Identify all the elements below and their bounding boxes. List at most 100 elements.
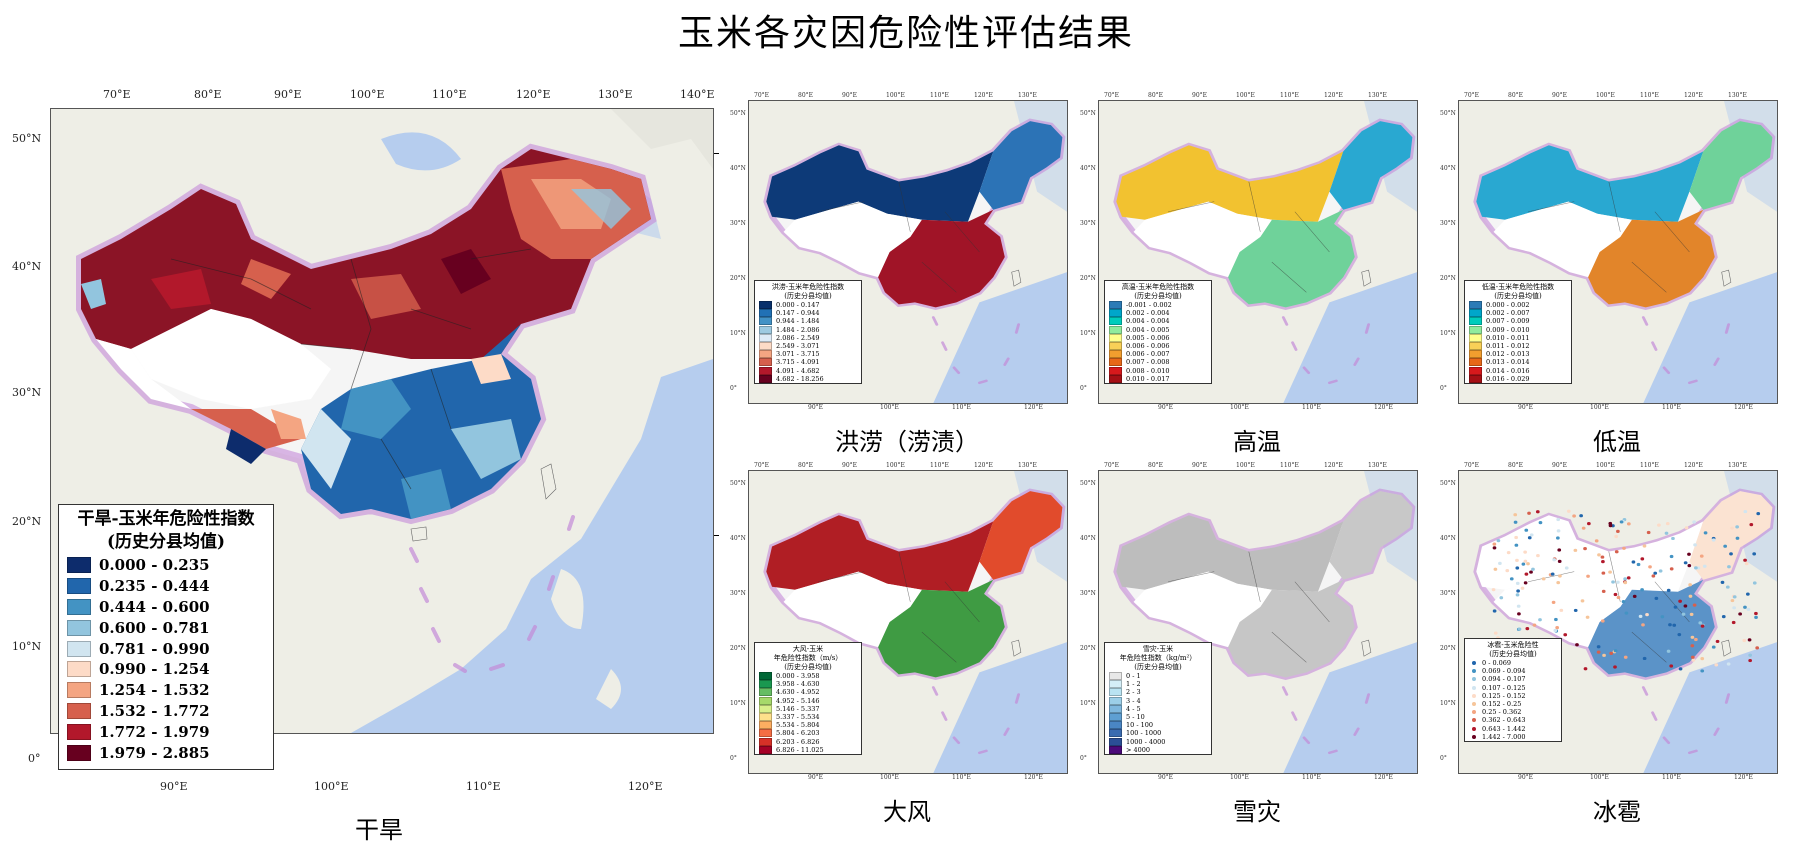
coordinate-tick: 80°E: [1508, 92, 1524, 99]
figure-title: 玉米各灾因危险性评估结果: [677, 13, 1134, 54]
lon-tick-bottom: 100°E: [314, 780, 349, 793]
coordinate-tick: 30°N: [1440, 590, 1456, 597]
legend-dot: [1472, 710, 1476, 715]
legend-subtitle: (历史分县均值): [1134, 292, 1182, 300]
legend-row: 0.069 - 0.094: [1465, 667, 1561, 675]
hail-point: [1730, 526, 1734, 530]
hazard-map-panel-3: 大风-玉米 年危险性指数（m/s） (历史分县均值) 0.000 - 3.958…: [730, 462, 1068, 830]
legend-swatch: [1109, 350, 1122, 359]
coordinate-tick: 70°E: [1104, 92, 1120, 99]
legend-label: 4.682 - 18.256: [776, 374, 824, 383]
coordinate-tick: 30°N: [1440, 220, 1456, 227]
hail-point: [1671, 536, 1675, 541]
legend-row: 0.002 - 0.007: [1465, 309, 1571, 318]
hail-point: [1531, 567, 1535, 571]
hail-point: [1493, 567, 1498, 571]
legend-row: 0.007 - 0.009: [1465, 317, 1571, 326]
legend-label: 0.005 - 0.006: [1126, 333, 1170, 342]
legend-label: 0.007 - 0.009: [1486, 317, 1530, 326]
legend-swatch: [67, 557, 91, 574]
hazard-legend: 大风-玉米 年危险性指数（m/s） (历史分县均值) 0.000 - 3.958…: [754, 642, 862, 755]
legend-label: 2.549 - 3.071: [776, 342, 820, 351]
hail-point: [1640, 557, 1645, 561]
legend-row: 5.534 - 5.804: [755, 721, 861, 730]
legend-swatch: [67, 578, 91, 595]
legend-label: 0.152 - 0.25: [1482, 700, 1522, 709]
legend-row: 0.107 - 0.125: [1465, 684, 1561, 692]
coordinate-tick: 70°E: [1464, 462, 1480, 469]
hail-point: [1687, 552, 1691, 556]
hail-point: [1748, 653, 1752, 657]
legend-row: -0.001 - 0.002: [1105, 301, 1211, 310]
hail-point: [1698, 621, 1703, 625]
hail-point: [1720, 580, 1725, 584]
hazard-map-panel-1: 高温-玉米年危险性指数 (历史分县均值) -0.001 - 0.002 0.002…: [1080, 92, 1418, 460]
legend-row: 0.944 - 1.484: [755, 317, 861, 326]
legend-label: 1 - 2: [1126, 680, 1141, 689]
hail-point: [1611, 580, 1615, 584]
legend-swatch: [759, 301, 772, 310]
hail-point: [1556, 529, 1561, 533]
coordinate-tick: 20°N: [730, 645, 746, 652]
legend-label: 5 - 10: [1126, 713, 1145, 722]
coordinate-tick: 20°N: [1440, 275, 1456, 282]
legend-label: 0.006 - 0.006: [1126, 342, 1170, 351]
legend-swatch: [1109, 680, 1122, 689]
legend-label: -0.001 - 0.002: [1126, 301, 1172, 310]
coordinate-tick: 130°E: [1368, 92, 1387, 99]
hail-point: [1684, 526, 1689, 530]
legend-swatch: [1109, 713, 1122, 722]
legend-label: 0.781 - 0.990: [99, 639, 210, 658]
coordinate-tick: 120°E: [974, 462, 993, 469]
legend-label: 0.235 - 0.444: [99, 577, 210, 596]
coordinate-tick: 80°E: [1148, 92, 1164, 99]
legend-label: 0.011 - 0.012: [1486, 342, 1530, 351]
coordinate-tick: 130°E: [1728, 92, 1747, 99]
legend-row: 4.630 - 4.952: [755, 688, 861, 697]
drought-legend: 干旱-玉米年危险性指数 (历史分县均值) 0.000 - 0.235 0.235 …: [58, 504, 274, 770]
coordinate-tick: 130°E: [1368, 462, 1387, 469]
legend-swatch: [759, 704, 772, 713]
hail-point: [1556, 536, 1560, 540]
legend-dot: [1472, 702, 1476, 707]
legend-swatch: [759, 721, 772, 730]
coordinate-tick: 50°N: [1440, 480, 1456, 487]
legend-row: 0 - 0.069: [1465, 659, 1561, 667]
legend-swatch: [67, 702, 91, 719]
hazard-caption: 高温: [1233, 428, 1281, 456]
hail-point: [1498, 561, 1502, 566]
legend-label: 3.071 - 3.715: [776, 350, 820, 359]
legend-row: 5.337 - 5.534: [755, 713, 861, 722]
hail-point: [1631, 560, 1636, 564]
legend-subtitle: (历史分县均值): [106, 532, 226, 552]
legend-swatch: [67, 661, 91, 678]
hail-point: [1636, 562, 1641, 567]
hail-point: [1526, 562, 1530, 566]
legend-label: 0.007 - 0.008: [1126, 358, 1170, 367]
hail-point: [1541, 577, 1546, 581]
coordinate-tick: 50°N: [730, 110, 746, 117]
legend-swatch: [1469, 358, 1482, 367]
hail-point: [1623, 577, 1627, 581]
coordinate-tick: 90°E: [1158, 404, 1174, 411]
hail-point: [1580, 599, 1585, 603]
lat-tick: 0°: [28, 752, 41, 765]
coordinate-tick: 40°N: [1080, 535, 1096, 542]
hail-point: [1517, 627, 1522, 631]
hazard-legend: 冰雹-玉米危险性 (历史分县均值) 0 - 0.069 0.069 - 0.094…: [1464, 638, 1562, 742]
hail-point: [1573, 608, 1578, 613]
hail-point: [1731, 620, 1736, 625]
hail-point: [1692, 520, 1697, 524]
hazard-legend: 低温-玉米年危险性指数 (历史分县均值) 0.000 - 0.002 0.002 …: [1464, 280, 1572, 384]
hail-point: [1614, 550, 1619, 554]
hail-point: [1583, 667, 1588, 671]
hail-point: [1597, 553, 1601, 557]
coordinate-tick: 100°E: [1596, 92, 1615, 99]
legend-swatch: [1469, 342, 1482, 351]
hail-point: [1642, 544, 1647, 548]
hail-point: [1626, 576, 1631, 580]
coordinate-tick: 40°N: [1440, 165, 1456, 172]
coordinate-tick: 10°N: [1080, 330, 1096, 337]
legend-row: 0.006 - 0.007: [1105, 350, 1211, 359]
